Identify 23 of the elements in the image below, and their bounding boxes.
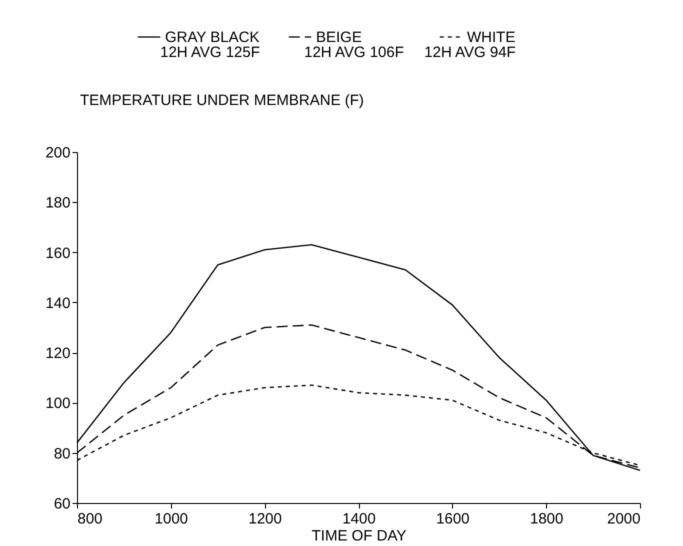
y-axis-title: TEMPERATURE UNDER MEMBRANE (F) xyxy=(80,92,364,109)
y-tick-label: 120 xyxy=(45,345,70,362)
x-tick-label: 1200 xyxy=(248,510,282,528)
x-tick-label: 1400 xyxy=(342,510,376,528)
x-tick-label: 1800 xyxy=(530,510,564,528)
y-tick-label: 100 xyxy=(45,395,70,412)
y-tick-label: 160 xyxy=(45,244,70,262)
x-tick-label: 1600 xyxy=(436,510,470,528)
y-tick-label: 200 xyxy=(45,144,70,162)
legend-label: GRAY BLACK xyxy=(165,29,260,46)
text: 12H AVG 125F xyxy=(160,44,260,61)
y-tick-label: 180 xyxy=(45,194,70,212)
x-tick-label: 800 xyxy=(78,510,103,528)
text: 12H AVG 106F xyxy=(304,44,404,61)
x-tick-label: 1000 xyxy=(154,510,188,528)
x-axis-title: TIME OF DAY xyxy=(312,528,406,544)
x-tick-label: 2000 xyxy=(607,510,640,528)
y-tick-label: 60 xyxy=(54,496,70,512)
y-tick-label: 140 xyxy=(45,294,70,312)
legend-label: WHITE xyxy=(467,29,516,46)
text: 12H AVG 94F xyxy=(424,44,516,61)
legend-label: BEIGE xyxy=(316,29,362,46)
y-tick-label: 80 xyxy=(54,445,70,462)
